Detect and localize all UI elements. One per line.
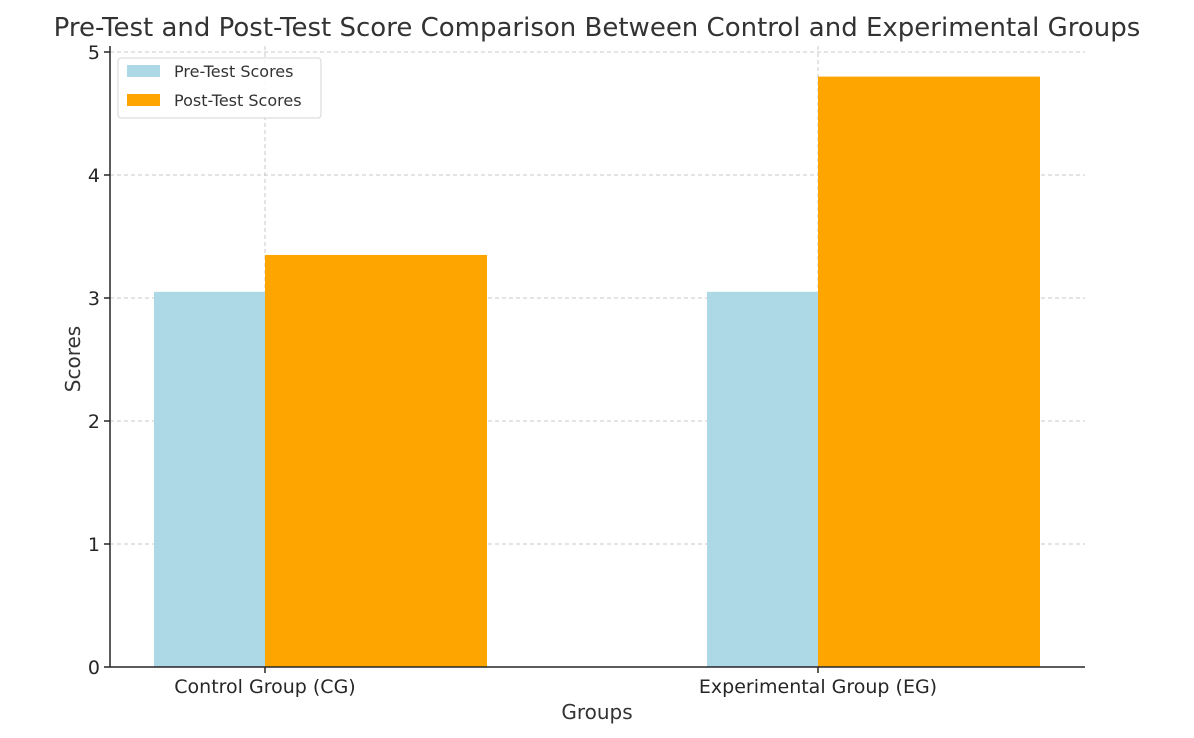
x-tick-label: Experimental Group (EG) xyxy=(699,676,937,698)
legend-swatch-pre-test xyxy=(127,65,160,77)
legend-label-post-test: Post-Test Scores xyxy=(174,91,302,110)
y-tick-label: 3 xyxy=(88,288,100,310)
pre-test-bar xyxy=(707,291,818,667)
y-tick-label: 2 xyxy=(88,411,100,433)
y-tick-label: 1 xyxy=(88,534,100,556)
legend-label-pre-test: Pre-Test Scores xyxy=(174,62,293,81)
legend-swatch-post-test xyxy=(127,94,160,106)
bars xyxy=(154,76,1040,668)
x-tick-label: Control Group (CG) xyxy=(174,676,355,698)
post-test-bar xyxy=(818,76,1040,668)
y-axis-label: Scores xyxy=(61,326,85,392)
y-tick-label: 5 xyxy=(88,42,100,64)
tick-labels: 0 1 2 3 4 5 Control Group (CG) Experimental Gro… xyxy=(88,42,937,698)
x-axis-label: Groups xyxy=(561,700,632,724)
y-tick-label: 4 xyxy=(88,165,100,187)
legend: Pre-Test Scores Post-Test Scores xyxy=(117,57,322,119)
axes xyxy=(104,46,1085,673)
pre-test-bar xyxy=(154,291,265,667)
chart-title: Pre-Test and Post-Test Score Comparison … xyxy=(54,13,1141,43)
post-test-bar xyxy=(265,254,487,667)
legend-box xyxy=(117,57,322,119)
y-tick-label: 0 xyxy=(88,657,100,679)
